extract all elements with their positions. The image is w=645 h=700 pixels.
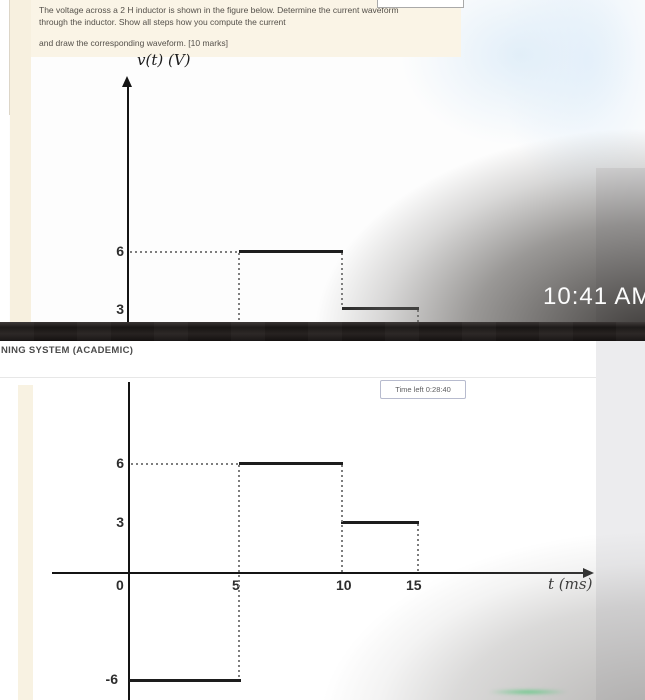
photo-top-section: The voltage across a 2 H inductor is sho… bbox=[0, 0, 645, 322]
bottom-chart-guide-t5 bbox=[238, 465, 240, 679]
green-reflection-streak bbox=[487, 689, 569, 695]
quiz-time-left-badge: Time left 0:28:40 bbox=[380, 380, 466, 399]
top-chart-yaxis bbox=[127, 86, 129, 322]
top-chart-guide-t10 bbox=[341, 253, 343, 308]
bottom-chart-guide-6 bbox=[131, 463, 239, 465]
top-chart-guide-t15 bbox=[417, 310, 419, 322]
bottom-chart-guide-t10 bbox=[341, 465, 343, 572]
question-line-2: through the inductor. Show all steps how… bbox=[39, 17, 286, 27]
bottom-chart-xtick-10: 10 bbox=[336, 577, 352, 593]
bottom-chart-segment-neg6v bbox=[129, 679, 241, 682]
right-gray-strip-bottom bbox=[596, 341, 645, 700]
page-cream-strip-top bbox=[10, 0, 31, 322]
status-bar-clock: 10:41 AM bbox=[543, 283, 645, 310]
question-text-box: The voltage across a 2 H inductor is sho… bbox=[31, 0, 461, 57]
header-divider bbox=[0, 377, 645, 378]
question-line-3: and draw the corresponding waveform. [10… bbox=[39, 38, 228, 48]
lms-quiz-section: NING SYSTEM (ACADEMIC) Time left 0:28:40… bbox=[0, 341, 645, 700]
question-line-1: The voltage across a 2 H inductor is sho… bbox=[39, 5, 399, 15]
lms-header-title: NING SYSTEM (ACADEMIC) bbox=[1, 345, 134, 356]
bottom-chart-segment-6v bbox=[239, 462, 343, 465]
bottom-chart-xtick-15: 15 bbox=[406, 577, 422, 593]
top-chart-segment-6v bbox=[239, 250, 343, 253]
bottom-chart-xtick-0: 0 bbox=[116, 577, 124, 593]
top-chart-ytick-6: 6 bbox=[116, 243, 124, 259]
bezel-texture bbox=[0, 322, 645, 341]
bottom-chart-xaxis bbox=[52, 572, 585, 574]
bottom-chart-xlabel: t (ms) bbox=[548, 575, 593, 593]
top-chart-ylabel: v(t) (V) bbox=[137, 51, 191, 69]
bottom-chart-ytick-3: 3 bbox=[116, 514, 124, 530]
top-chart-guide-6 bbox=[130, 251, 240, 253]
left-margin-strip bbox=[0, 0, 9, 322]
bottom-chart-segment-3v bbox=[341, 521, 419, 524]
bottom-chart-guide-t15 bbox=[417, 524, 419, 572]
bottom-chart-ytick-neg6: -6 bbox=[105, 671, 118, 687]
top-chart-guide-t5 bbox=[238, 253, 240, 322]
bottom-chart-ytick-6: 6 bbox=[116, 455, 124, 471]
device-bezel-bar bbox=[0, 322, 645, 341]
top-chart-ytick-3: 3 bbox=[116, 301, 124, 317]
top-chart-segment-3v bbox=[342, 307, 419, 310]
page-cream-strip-bottom bbox=[18, 385, 33, 700]
bottom-chart-yaxis bbox=[128, 382, 130, 700]
cropped-white-box bbox=[377, 0, 464, 8]
